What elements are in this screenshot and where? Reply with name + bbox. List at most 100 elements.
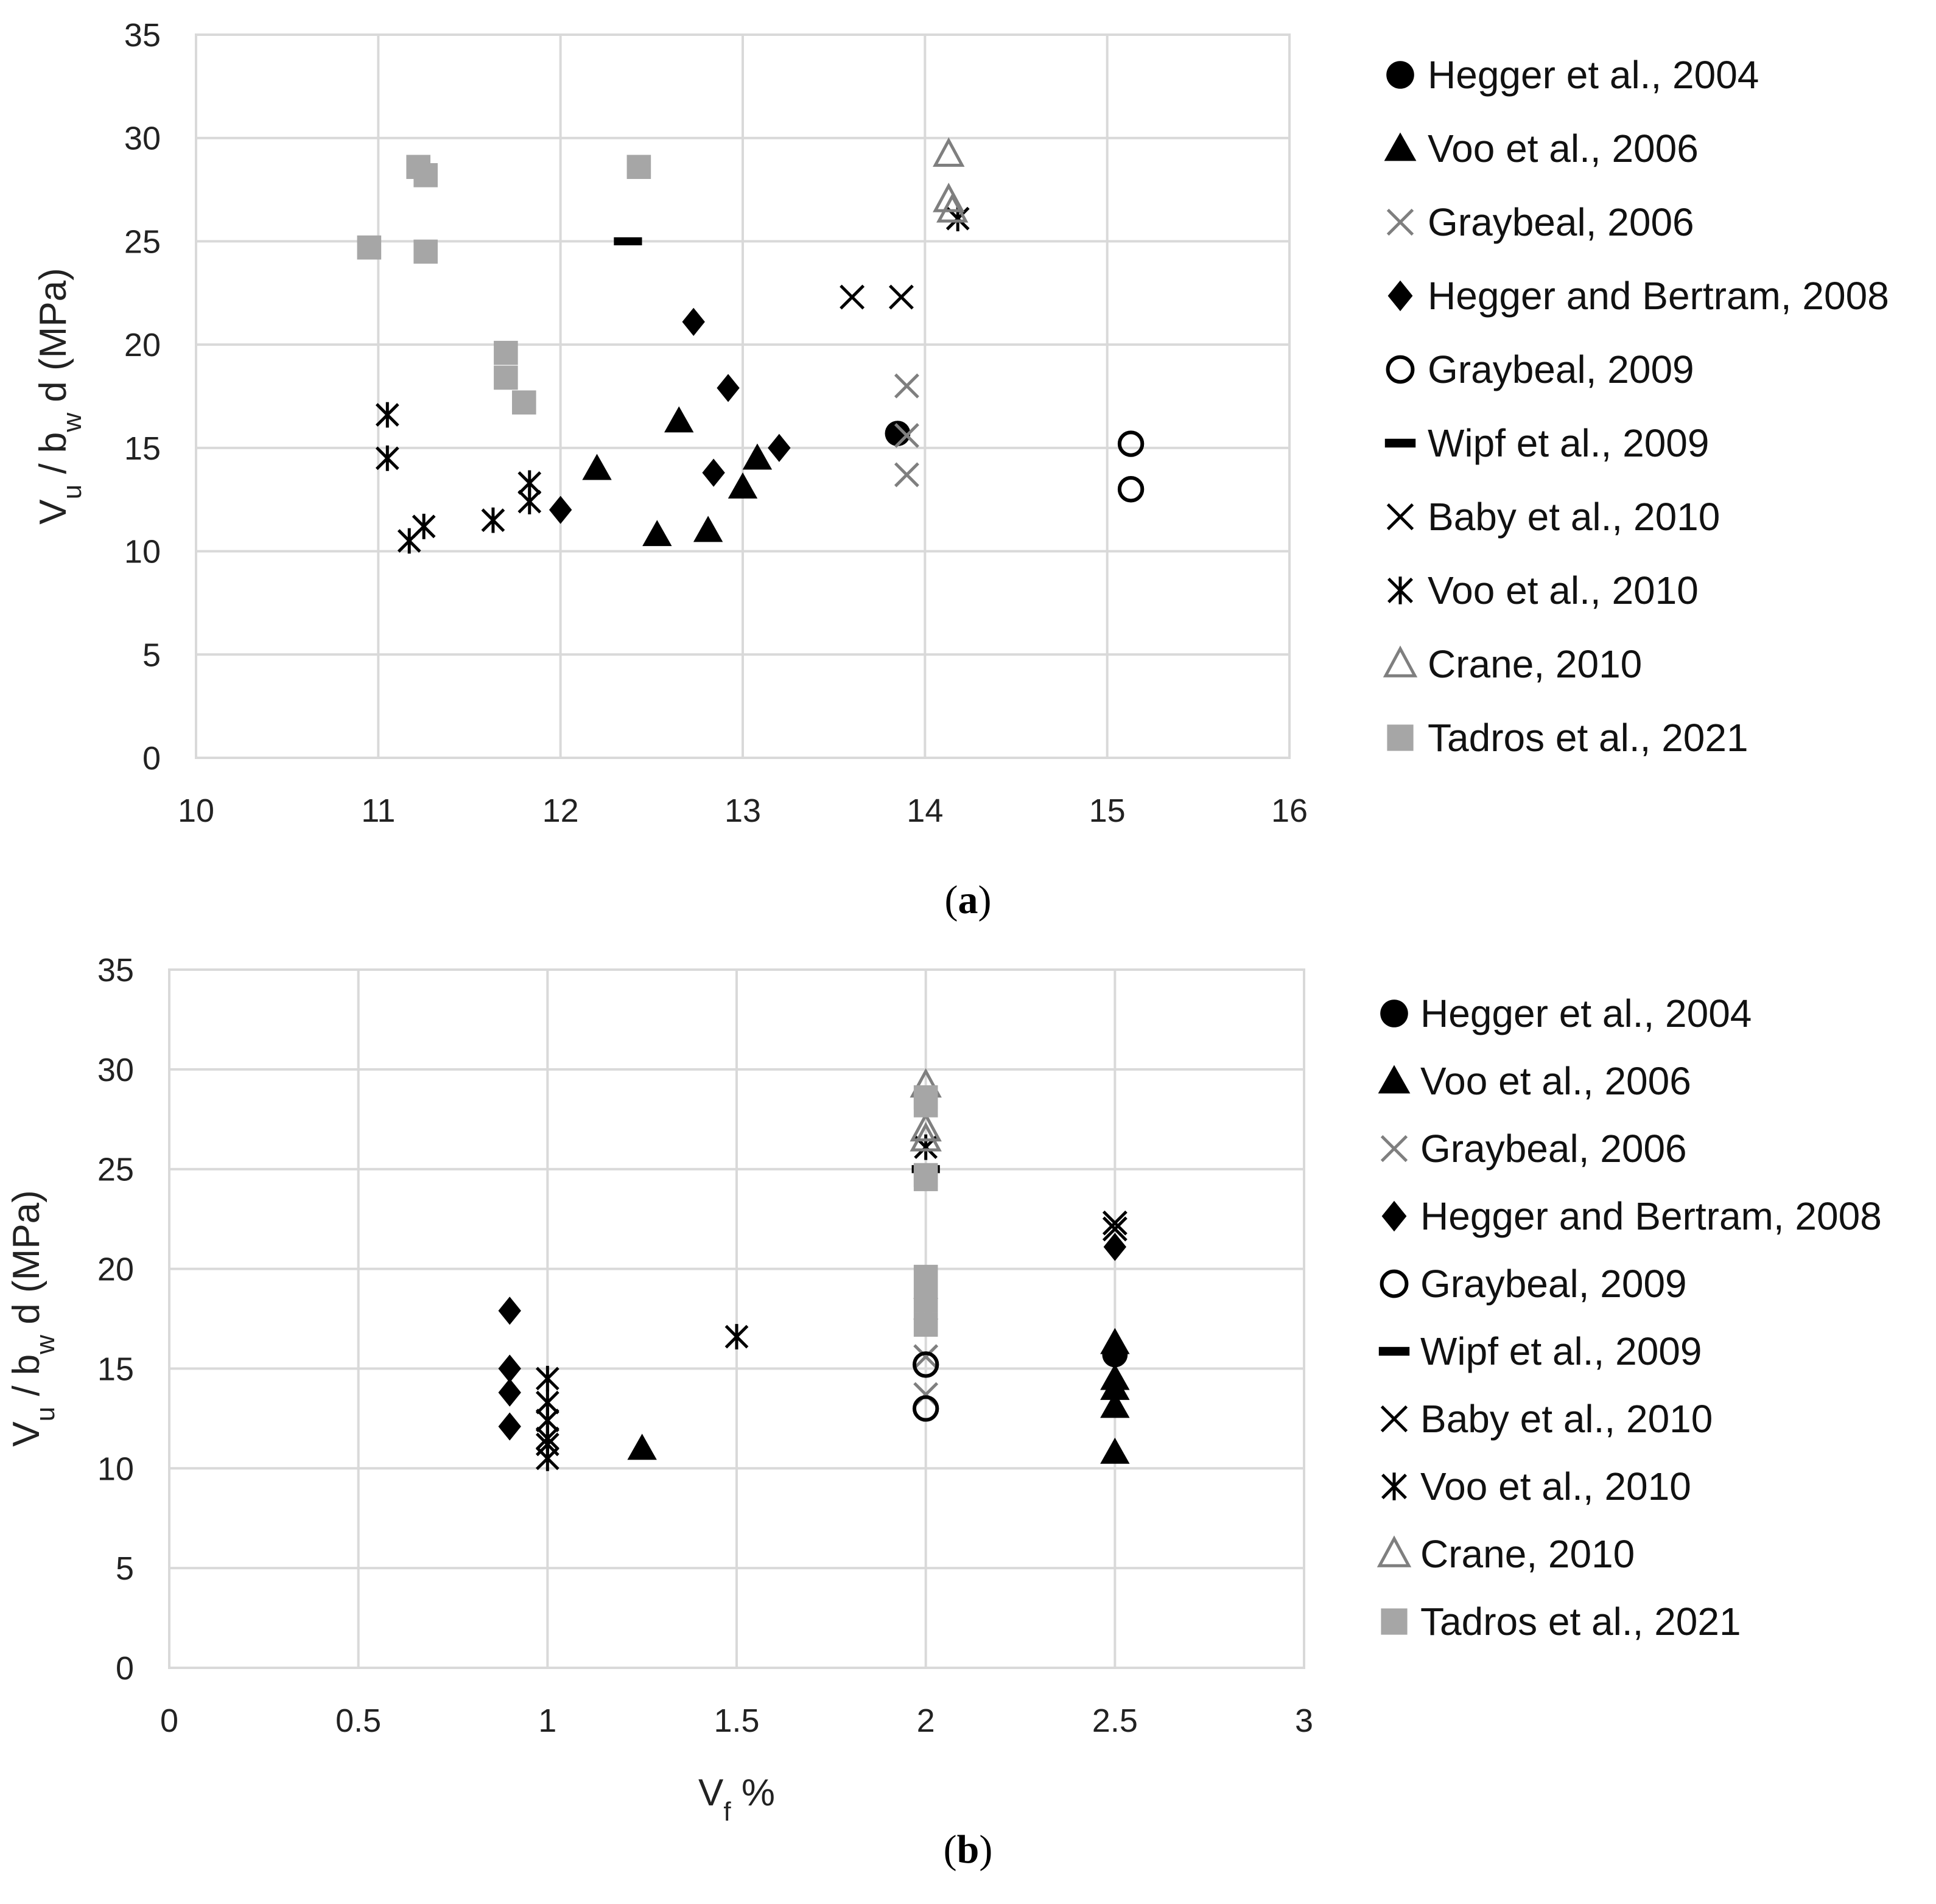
legend-item-crane-2010: Crane, 2010 [1377, 1532, 1635, 1576]
data-point [549, 495, 572, 524]
data-point [582, 453, 612, 480]
legend: Hegger et al., 2004 Voo et al., 2006 Grayb… [1383, 53, 1889, 760]
legend-label: Crane, 2010 [1428, 642, 1642, 686]
legend-item-graybeal-2006: Graybeal, 2006 [1380, 1127, 1687, 1171]
legend-marker-icon [1377, 1535, 1412, 1567]
legend-marker-icon [1380, 1269, 1409, 1298]
legend-label: Voo et al., 2010 [1420, 1465, 1691, 1508]
y-tick-label: 30 [97, 1052, 134, 1088]
data-point [375, 402, 399, 428]
series-hegger-and-bertram-2008 [498, 1233, 1127, 1441]
y-tick-label: 35 [97, 952, 134, 989]
x-tick-label: 13 [724, 793, 761, 829]
y-tick-label: 35 [124, 17, 161, 54]
legend-label: Graybeal, 2009 [1428, 348, 1694, 391]
data-point [357, 235, 382, 260]
legend-item-tadros-et-al-2021: Tadros et al., 2021 [1381, 1600, 1741, 1643]
legend-label: Tadros et al., 2021 [1428, 716, 1748, 760]
legend-label: Tadros et al., 2021 [1420, 1600, 1741, 1643]
data-point [498, 1378, 521, 1407]
data-point [481, 507, 505, 533]
legend-marker-icon [1378, 1065, 1411, 1094]
data-point [912, 1351, 939, 1378]
data-point [693, 516, 723, 542]
y-tick-label: 10 [97, 1451, 134, 1487]
series-crane-2010 [933, 137, 969, 223]
legend-marker-icon [1381, 1472, 1407, 1500]
series-graybeal-2009 [1117, 430, 1145, 503]
data-point [614, 237, 642, 246]
legend-marker-icon [1387, 724, 1414, 751]
legend-item-wipf-et-al-2009: Wipf et al., 2009 [1384, 421, 1709, 465]
legend-item-voo-et-al-2006: Voo et al., 2006 [1378, 1059, 1691, 1103]
data-point [894, 423, 919, 448]
y-tick-label: 30 [124, 121, 161, 157]
data-point [494, 365, 518, 390]
data-point [742, 443, 773, 470]
data-point [1102, 1216, 1128, 1242]
y-tick-label: 20 [97, 1251, 134, 1288]
y-tick-label: 20 [124, 327, 161, 363]
series-wipf-et-al-2009 [614, 237, 642, 246]
y-tick-label: 5 [142, 637, 161, 673]
legend-marker-icon [1384, 132, 1417, 161]
series-baby-et-al-2010 [1102, 1210, 1128, 1242]
legend-marker-icon [1384, 438, 1416, 448]
legend: Hegger et al., 2004 Voo et al., 2006 Grayb… [1377, 992, 1882, 1643]
legend-item-voo-et-al-2010: Voo et al., 2010 [1387, 569, 1699, 612]
legend-item-hegger-et-al-2004: Hegger et al., 2004 [1386, 53, 1759, 97]
legend-item-crane-2010: Crane, 2010 [1383, 642, 1642, 686]
data-point [413, 239, 438, 264]
data-point [413, 163, 438, 187]
series-tadros-et-al-2021 [913, 1085, 938, 1337]
data-point [702, 458, 725, 487]
legend-label: Graybeal, 2006 [1428, 200, 1694, 244]
y-tick-label: 0 [116, 1650, 134, 1687]
legend-label: Graybeal, 2009 [1420, 1262, 1687, 1306]
legend-item-graybeal-2009: Graybeal, 2009 [1386, 348, 1694, 391]
y-axis-title: Vu / bw d (MPa) [5, 1190, 60, 1447]
x-tick-label: 11 [361, 793, 395, 829]
data-point [1103, 1233, 1127, 1261]
data-point [912, 1395, 939, 1422]
legend-item-baby-et-al-2010: Baby et al., 2010 [1380, 1397, 1713, 1441]
legend-marker-icon [1378, 1346, 1410, 1356]
data-point [840, 284, 865, 310]
legend-label: Hegger et al., 2004 [1420, 992, 1752, 1035]
data-point [626, 155, 651, 180]
data-point [1100, 1391, 1130, 1418]
legend-label: Hegger and Bertram, 2008 [1428, 274, 1889, 318]
data-point [517, 489, 542, 515]
data-point [1100, 1328, 1130, 1354]
legend-label: Baby et al., 2010 [1420, 1397, 1713, 1441]
data-point [1100, 1374, 1130, 1400]
x-tick-label: 10 [178, 793, 214, 829]
panel-a-scatter-chart: 10 11 12 13 14 15 16 0 5 10 15 20 25 30 35 Vu / bw d (M… [32, 17, 1889, 922]
legend-item-baby-et-al-2010: Baby et al., 2010 [1386, 495, 1720, 539]
data-point [888, 284, 914, 310]
data-point [894, 462, 919, 488]
legend-label: Voo et al., 2006 [1428, 127, 1699, 170]
x-tick-label: 0 [160, 1703, 178, 1739]
data-point [535, 1446, 559, 1471]
data-point [535, 1365, 559, 1391]
data-point [717, 374, 740, 402]
x-tick-label: 16 [1271, 793, 1308, 829]
legend-marker-icon [1386, 61, 1414, 89]
data-point [682, 307, 705, 336]
series-graybeal-2006 [894, 373, 919, 488]
y-tick-label: 5 [116, 1550, 134, 1587]
legend-item-hegger-and-bertram-2008: Hegger and Bertram, 2008 [1381, 1194, 1882, 1238]
data-point [724, 1324, 749, 1349]
data-point [913, 1344, 939, 1370]
y-tick-label: 0 [142, 740, 161, 777]
legend-marker-icon [1387, 280, 1413, 312]
x-tick-label: 2 [917, 1703, 935, 1739]
series-tadros-et-al-2021 [357, 155, 651, 415]
x-tick-label: 2.5 [1092, 1703, 1138, 1739]
y-axis-title: Vu / bw d (MPa) [32, 268, 87, 525]
x-tick-label: 3 [1295, 1703, 1313, 1739]
legend-item-voo-et-al-2010: Voo et al., 2010 [1381, 1465, 1691, 1508]
